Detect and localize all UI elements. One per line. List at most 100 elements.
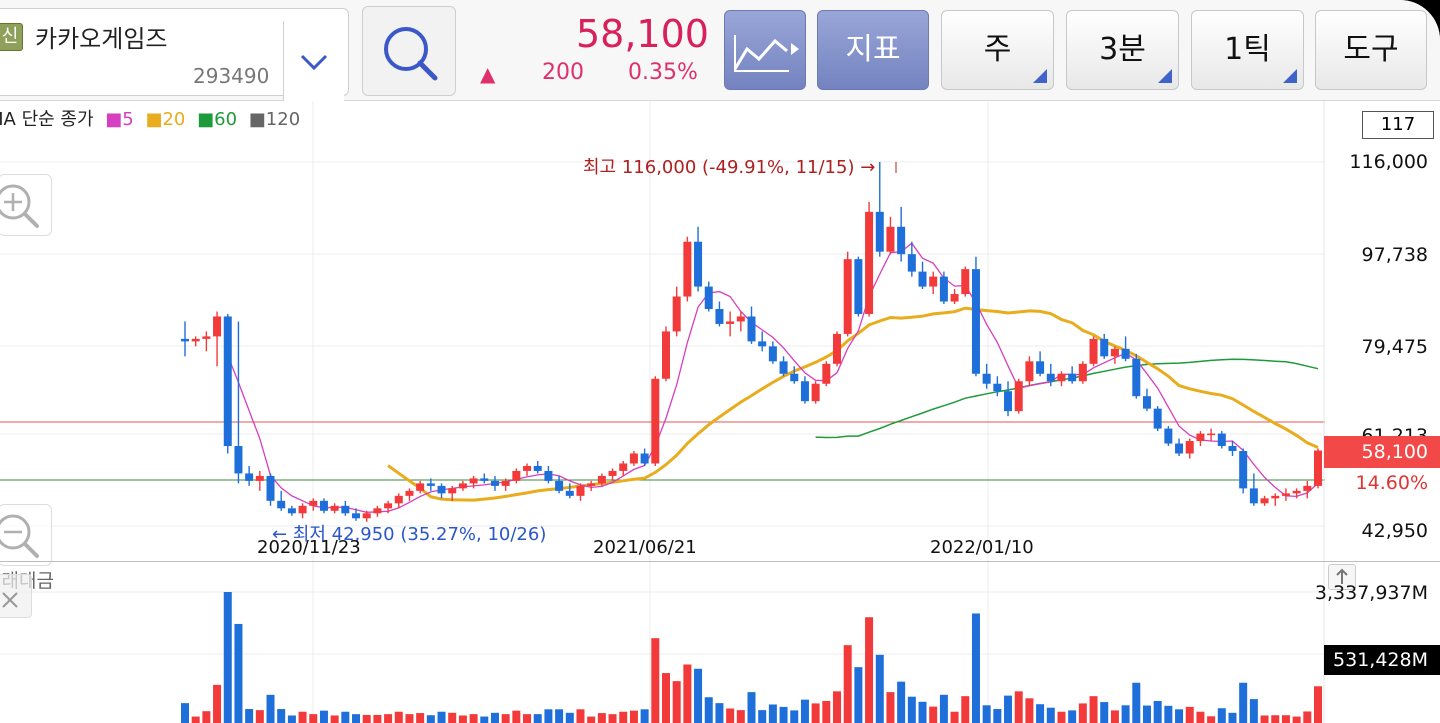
volume-bar [512, 710, 521, 723]
volume-bar [993, 709, 1002, 723]
volume-bar [213, 684, 222, 723]
volume-bar [640, 709, 649, 723]
candle-body [234, 446, 243, 474]
candle-body [833, 333, 842, 364]
candle-body [1014, 381, 1023, 412]
volume-bar [426, 715, 435, 723]
search-button[interactable] [362, 6, 456, 96]
candle-body [533, 465, 542, 471]
up-arrow-icon: ▲ [480, 62, 496, 86]
candle-body [811, 383, 820, 402]
volume-bar [298, 711, 307, 723]
volume-bar [533, 714, 542, 723]
candle-body [352, 513, 361, 519]
volume-bar [362, 714, 371, 723]
candle-body [1110, 348, 1119, 357]
candle-body [309, 500, 318, 506]
volume-bar [384, 714, 393, 723]
ma5-line [227, 242, 1319, 513]
indicator-button[interactable]: 지표 [817, 10, 929, 90]
volume-bar [1089, 696, 1098, 723]
volume-bar [811, 703, 820, 723]
candle-body [939, 276, 948, 302]
volume-bar [181, 703, 189, 723]
volume-bar [694, 668, 703, 723]
ma20-line [387, 306, 1319, 502]
corner-triangle-icon [1158, 69, 1172, 83]
tick-button[interactable]: 1틱 [1191, 10, 1304, 90]
volume-bar [1249, 699, 1258, 723]
scroll-up-button[interactable] [1328, 564, 1356, 590]
volume-bar [1100, 702, 1109, 723]
volume-bar [747, 692, 756, 723]
candle-body [490, 480, 499, 486]
candle-count-box[interactable]: 117 [1362, 111, 1434, 139]
candle-body [223, 316, 232, 447]
candle-body [897, 226, 906, 255]
search-icon [384, 27, 438, 81]
candle-body [565, 490, 574, 496]
volume-bar [1292, 716, 1301, 723]
candle-body [779, 361, 788, 374]
candle-body [437, 485, 446, 494]
volume-bar [587, 716, 596, 723]
candle-body [373, 508, 382, 514]
current-price-percent: 14.60% [1355, 472, 1428, 494]
date-label: 2022/01/10 [930, 537, 1034, 558]
candle-body [993, 383, 1002, 392]
volume-bar [1260, 715, 1269, 723]
ma60-swatch: ■ [197, 109, 215, 130]
ma60-line [815, 358, 1319, 439]
candle-body [1068, 373, 1077, 382]
period-button[interactable]: 주 [941, 10, 1054, 90]
candle-body [1271, 495, 1280, 499]
chart-type-button[interactable] [724, 10, 806, 90]
ma5-label: 5 [122, 109, 134, 130]
low-annotation: ← 최저 42,950 (35.27%, 10/26) [272, 524, 547, 545]
candle-body [416, 483, 425, 491]
volume-bar [758, 710, 767, 723]
candle-body [704, 286, 713, 309]
volume-bar [971, 613, 980, 723]
candle-body [1057, 373, 1066, 382]
volume-bar [1175, 709, 1184, 723]
chevron-down-icon [300, 54, 328, 71]
price-chart-area[interactable]: MA 단순 종가 ■5 ■20 ■60 ■120 117 116,000 97,… [0, 101, 1440, 566]
price-chart-canvas[interactable] [0, 101, 1440, 561]
volume-bar [651, 638, 660, 723]
volume-bar [833, 691, 842, 723]
candle-body [886, 226, 895, 252]
volume-bar [480, 716, 489, 723]
volume-bar [843, 645, 852, 723]
close-panel-button[interactable] [0, 574, 32, 618]
volume-panel[interactable]: 거래대금 3,337,937M 531,428M [0, 562, 1440, 723]
candle-body [790, 373, 799, 382]
candle-body [1207, 433, 1216, 436]
candle-body [982, 373, 991, 384]
candle-body [1121, 348, 1130, 359]
stock-selector[interactable]: 신 카카오게임즈 293490 [0, 8, 349, 101]
period-label: 주 [983, 32, 1012, 67]
interval-button[interactable]: 3분 [1066, 10, 1179, 90]
candle-body [181, 338, 189, 342]
candle-body [651, 378, 660, 464]
ma-legend: MA 단순 종가 ■5 ■20 ■60 ■120 [0, 105, 300, 131]
stock-code: 293490 [193, 64, 270, 88]
candle-body [384, 503, 393, 509]
panel-divider[interactable] [0, 561, 1440, 562]
tools-button[interactable]: 도구 [1315, 10, 1427, 90]
stock-dropdown-button[interactable] [283, 21, 344, 101]
candle-body [1260, 498, 1269, 504]
zoom-in-button[interactable] [0, 174, 52, 236]
candle-body [458, 483, 467, 489]
zoom-out-button[interactable] [0, 504, 52, 566]
volume-bar [277, 709, 286, 723]
candle-body [266, 475, 275, 501]
candle-body [971, 269, 980, 374]
ma120-label: 120 [265, 109, 301, 130]
candle-body [1025, 361, 1034, 382]
volume-bar [608, 714, 617, 723]
ma20-path [387, 306, 1319, 502]
corner-triangle-icon [1283, 69, 1297, 83]
ma20-label: 20 [162, 109, 186, 130]
